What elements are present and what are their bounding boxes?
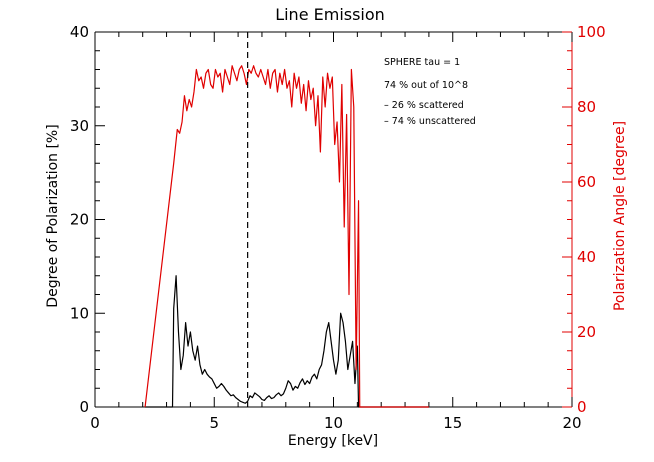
- x-tick-label: 15: [443, 414, 462, 432]
- x-tick-label: 10: [324, 414, 343, 432]
- annotation-box: SPHERE tau = 1 74 % out of 10^8 – 26 % s…: [384, 57, 476, 127]
- x-tick-label: 5: [209, 414, 219, 432]
- y-right-tick-label: 60: [577, 173, 596, 191]
- y-right-tick-label: 20: [577, 323, 596, 341]
- y-left-tick-label: 20: [70, 211, 89, 229]
- series-layer: [144, 32, 429, 408]
- y-right-tick-label: 40: [577, 248, 596, 266]
- x-tick-label: 0: [90, 414, 100, 432]
- y-axis-right-label: Polarization Angle [degree]: [612, 121, 628, 311]
- y-left-tick-label: 0: [79, 398, 89, 416]
- y-right-tick-label: 0: [577, 398, 587, 416]
- polarization-angle-line: [144, 65, 429, 408]
- annotation-line: SPHERE tau = 1: [384, 57, 460, 68]
- annotation-line: – 74 % unscattered: [384, 116, 476, 127]
- y-right-tick-label: 100: [577, 23, 606, 41]
- annotation-line: – 26 % scattered: [384, 100, 464, 111]
- y-axis-left-label: Degree of Polarization [%]: [45, 124, 61, 307]
- x-tick-label: 20: [562, 414, 581, 432]
- x-axis-label: Energy [keV]: [288, 433, 378, 449]
- y-right-tick-label: 80: [577, 98, 596, 116]
- y-left-tick-label: 30: [70, 117, 89, 135]
- y-left-tick-label: 10: [70, 304, 89, 322]
- y-left-tick-label: 40: [70, 23, 89, 41]
- degree-of-polarization-line: [145, 275, 429, 408]
- annotation-line: 74 % out of 10^8: [384, 80, 468, 91]
- chart-title: Line Emission: [275, 5, 385, 24]
- axis-ticks: [94, 31, 573, 408]
